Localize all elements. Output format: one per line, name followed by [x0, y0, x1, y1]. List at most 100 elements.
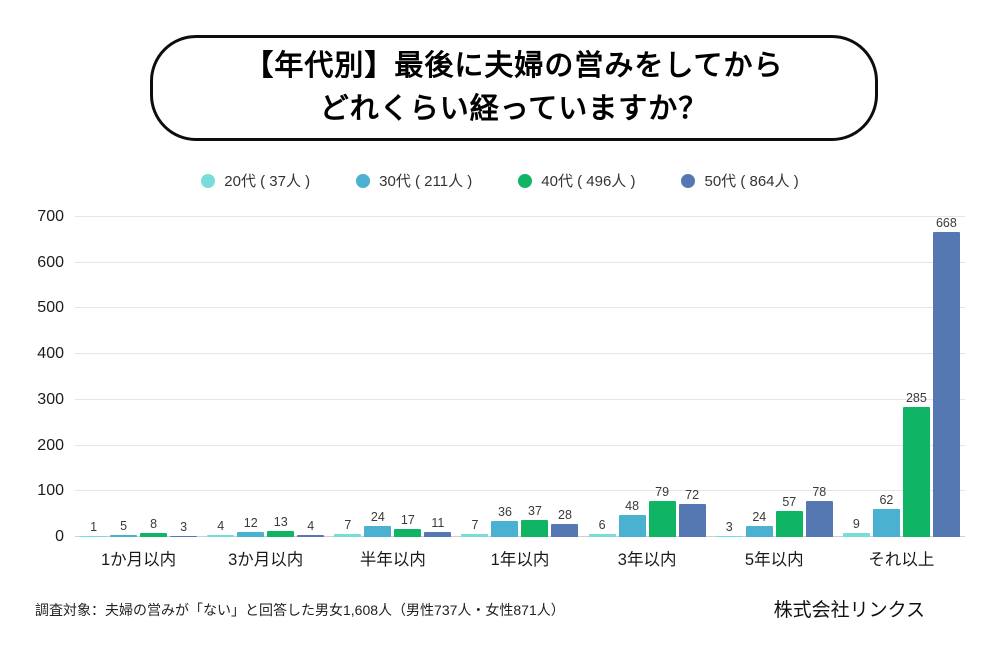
- bar-col-age-20s-3: 7: [334, 517, 362, 537]
- legend-item-age-50s: 50代 ( 864人 ): [681, 170, 799, 191]
- bar-col-age-20s-2: 4: [207, 519, 235, 537]
- bar-group-4: 7 36 37 28: [456, 504, 583, 537]
- bar-col-age-40s-3: 17: [394, 513, 422, 537]
- legend-dot-age-40s: [518, 173, 533, 188]
- bar-col-age-40s-4: 37: [521, 504, 549, 537]
- bar-age-30s-3: [364, 526, 392, 537]
- bar-value-age-40s-2: 13: [273, 515, 288, 530]
- bar-value-age-30s-5: 48: [625, 499, 640, 514]
- bar-value-age-30s-3: 24: [370, 510, 385, 525]
- gridline-200: [75, 444, 965, 446]
- bar-age-30s-2: [237, 531, 265, 537]
- company-name: 株式会社リンクス: [773, 600, 925, 621]
- x-tick-3: 半年以内: [359, 551, 426, 569]
- bar-value-age-20s-7: 9: [852, 516, 860, 531]
- bar-col-age-50s-6: 78: [805, 485, 833, 537]
- bar-groups: 1 5 8 3 4 12 13 4 7 24 17 11 7 36 37 28 6 48 79 72 3 24 57 78 9 6…: [75, 216, 965, 537]
- bar-value-age-30s-1: 5: [120, 518, 128, 533]
- bar-age-50s-1: [170, 535, 198, 537]
- bar-col-age-30s-3: 24: [364, 510, 392, 537]
- bar-age-20s-1: [80, 536, 108, 537]
- x-tick-4: 1年以内: [490, 551, 550, 569]
- bar-value-age-30s-4: 36: [498, 504, 512, 519]
- legend-label-age-30s: 30代 ( 211人 ): [379, 173, 473, 190]
- bar-age-50s-2: [297, 535, 325, 537]
- bar-age-40s-3: [394, 529, 422, 537]
- bar-value-age-20s-3: 7: [344, 517, 352, 532]
- gridline-600: [75, 261, 965, 263]
- legend-label-age-40s: 40代 ( 496人 ): [541, 173, 636, 190]
- bar-age-20s-4: [461, 533, 489, 537]
- bar-group-7: 9 62 285 668: [838, 216, 965, 537]
- bar-group-3: 7 24 17 11: [329, 510, 456, 537]
- bar-col-age-40s-5: 79: [648, 485, 676, 537]
- chart-legend: 20代 ( 37人 ) 30代 ( 211人 ) 40代 ( 496人 ) 50代 (…: [0, 170, 1000, 191]
- chart-title-line1: 【年代別】最後に夫婦の営みをしてから: [244, 49, 784, 82]
- bar-col-age-20s-6: 3: [715, 519, 743, 537]
- bar-age-50s-5: [678, 504, 706, 537]
- legend-item-age-20s: 20代 ( 37人 ): [201, 170, 310, 191]
- bar-value-age-40s-3: 17: [400, 513, 415, 528]
- bar-age-40s-5: [648, 500, 676, 537]
- bar-age-50s-4: [551, 524, 579, 537]
- bar-value-age-20s-1: 1: [90, 520, 98, 534]
- gridline-0: [75, 536, 965, 537]
- chart-title-line2: どれくらい経っていますか？: [319, 93, 709, 125]
- legend-item-age-40s: 40代 ( 496人 ): [518, 170, 635, 191]
- bar-value-age-30s-2: 12: [243, 515, 258, 530]
- y-tick-500: 500: [37, 299, 64, 317]
- bar-age-20s-7: [842, 532, 870, 537]
- x-axis-labels: 1か月以内 3か月以内 半年以内 1年以内 3年以内 5年以内 それ以上: [75, 546, 965, 570]
- bar-age-30s-6: [745, 526, 773, 537]
- gridline-400: [75, 353, 965, 355]
- bar-col-age-20s-4: 7: [461, 517, 489, 537]
- y-tick-100: 100: [37, 482, 64, 500]
- bar-value-age-40s-4: 37: [528, 504, 542, 519]
- bar-col-age-50s-7: 668: [932, 215, 960, 537]
- y-tick-400: 400: [37, 345, 64, 363]
- bar-col-age-30s-5: 48: [618, 499, 646, 537]
- bar-age-40s-7: [902, 406, 930, 537]
- bar-col-age-20s-1: 1: [80, 520, 108, 537]
- bar-col-age-50s-3: 11: [424, 516, 452, 537]
- legend-dot-age-50s: [681, 173, 696, 188]
- bar-value-age-50s-6: 78: [812, 485, 827, 500]
- bar-age-40s-4: [521, 520, 549, 537]
- y-tick-600: 600: [37, 253, 64, 271]
- chart-title-box: 【年代別】最後に夫婦の営みをしてから どれくらい経っていますか？: [150, 35, 878, 141]
- bar-age-50s-7: [932, 231, 960, 537]
- bar-age-40s-6: [775, 510, 803, 537]
- bar-group-6: 3 24 57 78: [711, 485, 838, 537]
- bar-value-age-20s-6: 3: [725, 519, 733, 534]
- bar-group-5: 6 48 79 72: [584, 485, 711, 537]
- bar-col-age-50s-1: 3: [170, 520, 198, 537]
- bar-age-40s-2: [267, 531, 295, 537]
- y-tick-200: 200: [37, 436, 64, 454]
- bar-age-50s-3: [424, 531, 452, 537]
- gridline-300: [75, 398, 965, 400]
- bar-col-age-40s-1: 8: [140, 517, 168, 537]
- x-tick-6: 5年以内: [744, 551, 804, 569]
- bar-value-age-50s-7: 668: [935, 215, 957, 230]
- bar-age-30s-1: [110, 534, 138, 537]
- bar-value-age-50s-4: 28: [558, 508, 572, 523]
- bar-value-age-40s-6: 57: [782, 494, 797, 509]
- y-tick-0: 0: [55, 528, 64, 545]
- x-tick-1: 1か月以内: [100, 551, 177, 569]
- bar-value-age-30s-7: 62: [879, 492, 894, 507]
- bar-group-2: 4 12 13 4: [202, 515, 329, 537]
- bar-value-age-30s-6: 24: [752, 510, 767, 525]
- y-axis: 0 100 200 300 400 500 600 700: [0, 208, 64, 545]
- bar-value-age-20s-4: 7: [471, 517, 479, 532]
- bar-age-20s-2: [207, 535, 235, 537]
- bar-age-20s-3: [334, 533, 362, 537]
- bar-col-age-20s-7: 9: [842, 516, 870, 537]
- legend-label-age-50s: 50代 ( 864人 ): [704, 173, 799, 190]
- y-tick-300: 300: [37, 390, 64, 408]
- x-tick-2: 3か月以内: [228, 551, 304, 569]
- legend-dot-age-30s: [356, 173, 371, 188]
- bar-age-30s-7: [872, 508, 900, 537]
- legend-item-age-30s: 30代 ( 211人 ): [356, 170, 472, 191]
- legend-dot-age-20s: [201, 173, 216, 188]
